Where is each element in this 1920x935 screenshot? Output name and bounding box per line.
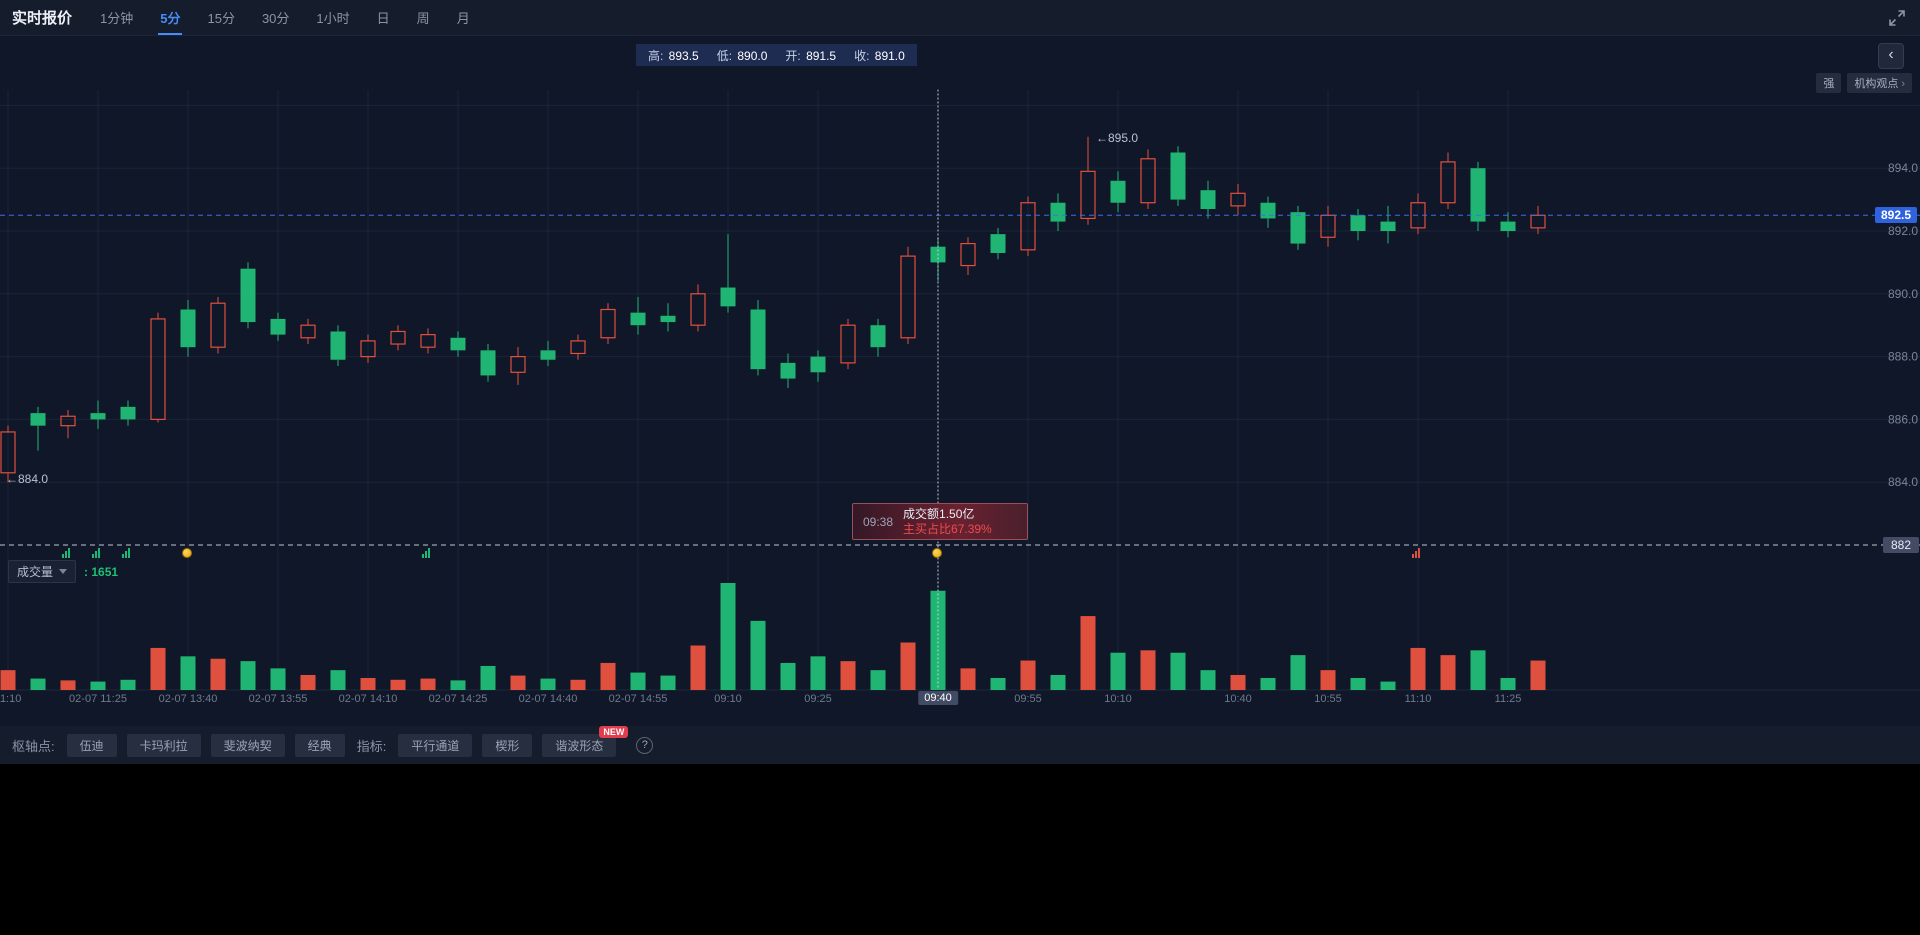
viewpoint-label: 机构观点	[1854, 78, 1899, 90]
x-axis-label: 10:10	[1104, 693, 1132, 705]
toolbar-group-label: 指标:	[356, 738, 387, 754]
signal-marker-coin[interactable]	[182, 548, 192, 558]
period-tab[interactable]: 1分钟	[100, 11, 134, 26]
x-axis-label: 02-07 14:10	[338, 693, 398, 705]
crosshair	[0, 89, 1920, 691]
x-axis-label: 02-07 14:40	[518, 693, 578, 705]
mini-bars-icon	[1412, 548, 1420, 558]
tool-button[interactable]: 伍迪	[66, 733, 117, 757]
tool-button[interactable]: 楔形	[482, 733, 533, 757]
trading-app: 实时报价 1分钟 5分 15分 30分 1小时 日 周 月 894.0 892.0 890.0 88…	[0, 0, 1920, 764]
x-axis-label: 11:10	[1404, 693, 1432, 705]
current-price-badge: 892.5	[1874, 207, 1917, 223]
x-axis-label: 09:10	[714, 693, 742, 705]
x-axis-label: 10:40	[1224, 693, 1252, 705]
tool-button[interactable]: 经典	[294, 733, 345, 757]
top-right-badges: 强 机构观点 ›	[1816, 73, 1912, 93]
mini-bars-icon	[92, 548, 100, 558]
x-axis-label: 02-07 14:25	[428, 693, 488, 705]
svg-text:884.0: 884.0	[1888, 475, 1918, 489]
period-tab[interactable]: 1小时	[316, 11, 350, 26]
x-axis-label: 09:25	[804, 693, 832, 705]
x-axis-label: 11:10	[0, 693, 22, 705]
ohlc-item: 收: 891.0	[854, 48, 905, 63]
signal-marker-down-bars[interactable]	[1412, 548, 1420, 558]
tool-button[interactable]: 平行通道	[398, 733, 473, 757]
volume-header: 成交量 : 1651	[8, 560, 118, 583]
chevron-left-icon: ‹	[1888, 46, 1894, 63]
volume-indicator-dropdown[interactable]: 成交量	[8, 560, 77, 583]
drawing-toolbar: 枢轴点: 伍迪 卡玛利拉 斐波纳契 经典 指标: 平行通道 楔形 谐波形态 NEW ?	[0, 725, 1920, 764]
coin-icon	[932, 548, 942, 558]
period-tab[interactable]: 日	[376, 11, 390, 26]
strength-badge: 强	[1816, 73, 1842, 93]
signal-marker-up-bars[interactable]	[62, 548, 70, 558]
volume-value: : 1651	[84, 564, 119, 579]
tooltip-lines: 成交额1.50亿 主买占比67.39%	[903, 507, 992, 537]
ohlc-item: 开: 891.5	[785, 48, 837, 63]
svg-text:890.0: 890.0	[1888, 287, 1918, 301]
page-title: 实时报价	[12, 10, 73, 27]
svg-text:894.0: 894.0	[1888, 161, 1918, 175]
mini-bars-icon	[122, 548, 130, 558]
volume-bars	[0, 583, 1546, 690]
tool-button[interactable]: 谐波形态 NEW	[542, 725, 629, 757]
crosshair-price-badge: 882	[1882, 537, 1919, 553]
period-tab[interactable]: 周	[416, 11, 430, 26]
candles	[0, 136, 1546, 483]
y-axis-labels: 894.0 892.0 890.0 888.0 886.0 884.0	[1888, 161, 1918, 489]
mini-bars-icon	[62, 548, 70, 558]
x-axis-label: 02-07 11:25	[69, 693, 127, 705]
chevron-down-icon	[59, 569, 68, 574]
svg-text:892.0: 892.0	[1888, 224, 1918, 238]
top-bar: 实时报价 1分钟 5分 15分 30分 1小时 日 周 月	[0, 0, 1920, 36]
collapse-panel-button[interactable]: ‹	[1878, 43, 1904, 69]
low-price-annotation: ←884.0	[6, 472, 49, 486]
signal-marker-up-bars[interactable]	[92, 548, 100, 558]
high-price-annotation: ←895.0	[1096, 131, 1139, 145]
ohlc-item: 低: 890.0	[716, 48, 768, 63]
x-axis-label: 11:25	[1494, 693, 1522, 705]
tooltip-buy-ratio: 主买占比67.39%	[903, 521, 992, 536]
tooltip-turnover: 成交额1.50亿	[903, 506, 975, 521]
period-tab[interactable]: 15分	[207, 11, 235, 26]
signal-marker-up-bars[interactable]	[122, 548, 130, 558]
drawing-toolbar-groups: 枢轴点: 伍迪 卡玛利拉 斐波纳契 经典 指标: 平行通道 楔形 谐波形态 NEW	[10, 725, 629, 757]
toolbar-group-label: 枢轴点:	[12, 738, 55, 754]
x-axis-label: 09:55	[1014, 693, 1042, 705]
signal-marker-up-bars[interactable]	[422, 548, 430, 558]
chart-canvas[interactable]: 894.0 892.0 890.0 888.0 886.0 884.0	[0, 36, 1920, 726]
tool-button[interactable]: 斐波纳契	[210, 733, 285, 757]
x-axis-label: 10:55	[1314, 693, 1342, 705]
tool-button[interactable]: 卡玛利拉	[126, 733, 201, 757]
period-tab[interactable]: 月	[456, 11, 470, 26]
svg-text:888.0: 888.0	[1888, 350, 1918, 364]
x-axis-label: 02-07 14:55	[608, 693, 668, 705]
x-axis-label: 02-07 13:55	[248, 693, 308, 705]
coin-icon	[182, 548, 192, 558]
help-icon[interactable]: ?	[636, 736, 654, 754]
ohlc-item: 高: 893.5	[648, 48, 699, 63]
tooltip-time: 09:38	[863, 514, 894, 529]
period-tab[interactable]: 5分	[158, 0, 183, 35]
ohlc-bar: 高: 893.5 低: 890.0 开: 891.5 收: 891.0	[636, 44, 917, 66]
expand-icon[interactable]	[1888, 9, 1906, 27]
institution-viewpoint-link[interactable]: 机构观点 ›	[1847, 73, 1912, 93]
svg-text:886.0: 886.0	[1888, 412, 1918, 426]
period-tabs: 1分钟 5分 15分 30分 1小时 日 周 月	[100, 0, 470, 35]
crosshair-time-chip: 09:40	[918, 691, 958, 705]
mini-bars-icon	[422, 548, 430, 558]
x-axis-label: 02-07 13:40	[158, 693, 218, 705]
crosshair-tooltip: 09:38 成交额1.50亿 主买占比67.39%	[852, 503, 1028, 540]
new-badge: NEW	[599, 725, 629, 738]
chevron-right-icon: ›	[1901, 78, 1905, 90]
chart-region: 894.0 892.0 890.0 888.0 886.0 884.0 高: 893.5 低…	[0, 36, 1920, 726]
signal-marker-coin[interactable]	[932, 548, 942, 558]
volume-label: 成交量	[17, 565, 54, 579]
period-tab[interactable]: 30分	[261, 11, 290, 26]
grid-lines	[0, 90, 1920, 691]
